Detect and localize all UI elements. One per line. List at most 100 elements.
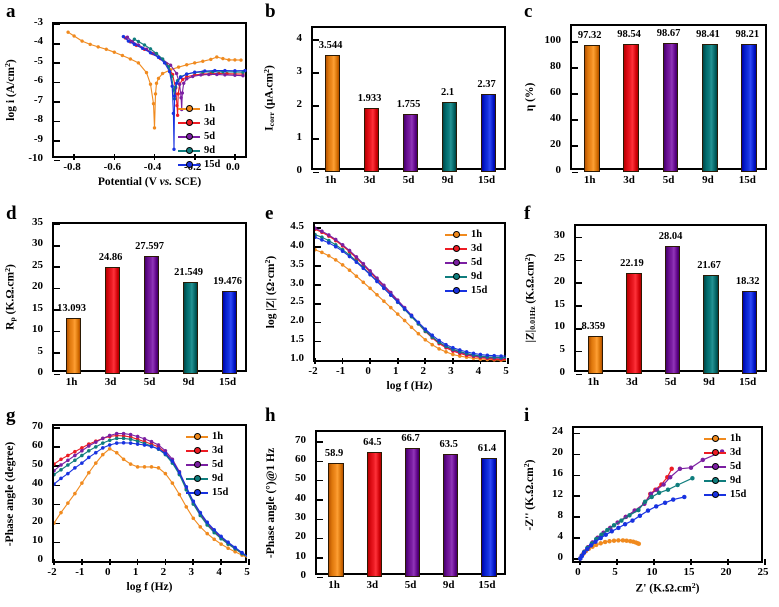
legend-item-e-1h[interactable]: 1h bbox=[445, 228, 487, 241]
legend-item-a-3d[interactable]: 3d bbox=[178, 116, 220, 129]
y-tick-e-2 bbox=[315, 321, 321, 324]
y-tick-label-g-2: 20 bbox=[32, 515, 43, 528]
bar-c-9d bbox=[702, 43, 718, 172]
legend-item-g-1h[interactable]: 1h bbox=[186, 430, 228, 443]
series-a-15d bbox=[121, 34, 247, 152]
y-tick-label-h-1: 10 bbox=[295, 549, 306, 562]
y-axis-title-e: log |Z| (Ω·cm2) bbox=[263, 255, 277, 329]
panel-letter-g: g bbox=[6, 405, 16, 426]
legend-item-e-5d[interactable]: 5d bbox=[445, 256, 487, 269]
legend-item-g-5d[interactable]: 5d bbox=[186, 458, 228, 471]
legend-marker-a-1h bbox=[178, 104, 200, 112]
x-tick-label-i-2: 10 bbox=[646, 566, 658, 578]
bar-value-label-b-5d: 1.755 bbox=[396, 98, 421, 110]
y-tick-a-1 bbox=[54, 42, 60, 45]
y-tick-b-0 bbox=[313, 171, 319, 174]
legend-item-a-15d[interactable]: 15d bbox=[178, 158, 220, 171]
bar-value-label-f-1h: 8.359 bbox=[581, 320, 606, 332]
legend-marker-g-9d bbox=[186, 474, 208, 482]
y-tick-label-a-1: -4 bbox=[33, 35, 43, 48]
legend-item-i-15d[interactable]: 15d bbox=[704, 488, 746, 501]
y-tick-g-2 bbox=[54, 522, 60, 525]
legend-item-i-3d[interactable]: 3d bbox=[704, 446, 746, 459]
bar-value-label-f-9d: 21.67 bbox=[697, 260, 721, 272]
x-tick-g-4 bbox=[164, 559, 167, 565]
y-tick-d-0 bbox=[54, 373, 60, 376]
y-tick-d-6 bbox=[54, 244, 60, 247]
y-tick-label-a-3: -6 bbox=[33, 74, 43, 87]
x-tick-label-e-5: 3 bbox=[448, 365, 454, 377]
x-tick-label-g-1: -1 bbox=[75, 566, 85, 578]
legend-item-g-3d[interactable]: 3d bbox=[186, 444, 228, 457]
y-tick-f-2 bbox=[576, 327, 582, 330]
y-tick-f-4 bbox=[576, 282, 582, 285]
legend-label-a-15d: 15d bbox=[204, 159, 221, 170]
panel-letter-f: f bbox=[524, 203, 531, 224]
legend-item-a-1h[interactable]: 1h bbox=[178, 102, 220, 115]
category-label-d-0: 1h bbox=[65, 376, 78, 388]
x-tick-g-3 bbox=[136, 559, 139, 565]
y-tick-label-e-7: 4.5 bbox=[290, 219, 304, 232]
y-tick-label-i-6: 24 bbox=[552, 425, 563, 438]
legend-item-a-9d[interactable]: 9d bbox=[178, 144, 220, 157]
y-tick-c-3 bbox=[572, 93, 578, 95]
bar-value-label-h-15d: 61.4 bbox=[477, 443, 497, 455]
bar-d-5d bbox=[143, 255, 160, 374]
x-tick-e-6 bbox=[479, 358, 482, 364]
legend-label-i-5d: 5d bbox=[730, 461, 742, 472]
y-axis-title-c: η (%) bbox=[524, 82, 536, 112]
panel-letter-h: h bbox=[265, 405, 276, 426]
legend-item-i-1h[interactable]: 1h bbox=[704, 432, 746, 445]
y-tick-label-e-0: 1.0 bbox=[290, 352, 304, 365]
y-tick-label-a-6: -9 bbox=[33, 132, 43, 145]
legend-item-e-15d[interactable]: 15d bbox=[445, 284, 487, 297]
legend-item-g-9d[interactable]: 9d bbox=[186, 472, 228, 485]
y-tick-label-h-3: 30 bbox=[295, 511, 306, 523]
x-tick-label-e-0: -2 bbox=[308, 365, 318, 377]
y-tick-label-d-4: 20 bbox=[32, 280, 43, 293]
y-tick-e-6 bbox=[315, 246, 321, 248]
category-label-b-0: 1h bbox=[324, 174, 337, 186]
legend-item-a-5d[interactable]: 5d bbox=[178, 130, 220, 143]
y-tick-h-1 bbox=[317, 557, 323, 559]
legend-item-e-3d[interactable]: 3d bbox=[445, 242, 487, 255]
category-label-b-2: 5d bbox=[402, 174, 415, 186]
bar-value-label-h-1h: 58.9 bbox=[324, 448, 344, 460]
category-label-c-0: 1h bbox=[583, 174, 596, 186]
legend-item-e-9d[interactable]: 9d bbox=[445, 270, 487, 283]
legend-marker-g-1h bbox=[186, 432, 208, 440]
y-axis-title-a: log i (A/cm2) bbox=[3, 59, 17, 121]
y-tick-label-i-3: 12 bbox=[552, 487, 563, 500]
legend-label-i-3d: 3d bbox=[730, 447, 742, 458]
category-label-h-2: 5d bbox=[404, 579, 417, 591]
legend-label-i-9d: 9d bbox=[730, 475, 742, 486]
panel-g: g 0 10 20 30 40 50 60 70 -2 -1 0 1 2 3 4 5 log f (Hz) -Pha… bbox=[0, 404, 259, 607]
legend-label-g-5d: 5d bbox=[212, 459, 224, 470]
y-tick-label-d-6: 30 bbox=[32, 237, 43, 250]
y-tick-h-4 bbox=[317, 499, 323, 501]
x-tick-label-e-6: 4 bbox=[475, 365, 482, 377]
y-tick-label-e-1: 1.5 bbox=[290, 333, 304, 346]
y-tick-label-h-0: 0 bbox=[300, 569, 307, 581]
bar-d-9d bbox=[182, 281, 199, 374]
legend-item-i-9d[interactable]: 9d bbox=[704, 474, 746, 487]
legend-g: 1h 3d 5d 9d 15d bbox=[186, 430, 228, 500]
legend-marker-e-3d bbox=[445, 244, 467, 252]
y-tick-d-3 bbox=[54, 309, 60, 311]
legend-item-i-5d[interactable]: 5d bbox=[704, 460, 746, 473]
category-label-c-3: 9d bbox=[702, 174, 714, 186]
bar-b-15d bbox=[480, 93, 497, 172]
series-g-1h bbox=[54, 446, 247, 558]
y-tick-label-a-2: -5 bbox=[33, 54, 43, 67]
y-tick-g-7 bbox=[54, 427, 60, 429]
x-tick-label-a-0: -0.8 bbox=[63, 161, 81, 173]
y-tick-label-g-1: 10 bbox=[32, 534, 43, 547]
y-tick-i-5 bbox=[574, 453, 580, 456]
x-tick-label-a-4: 0.0 bbox=[226, 161, 240, 173]
x-tick-e-5 bbox=[452, 358, 454, 364]
legend-item-g-15d[interactable]: 15d bbox=[186, 486, 228, 499]
legend-marker-e-9d bbox=[445, 272, 467, 280]
data-plot-g bbox=[54, 431, 247, 558]
category-label-c-2: 5d bbox=[662, 174, 675, 186]
